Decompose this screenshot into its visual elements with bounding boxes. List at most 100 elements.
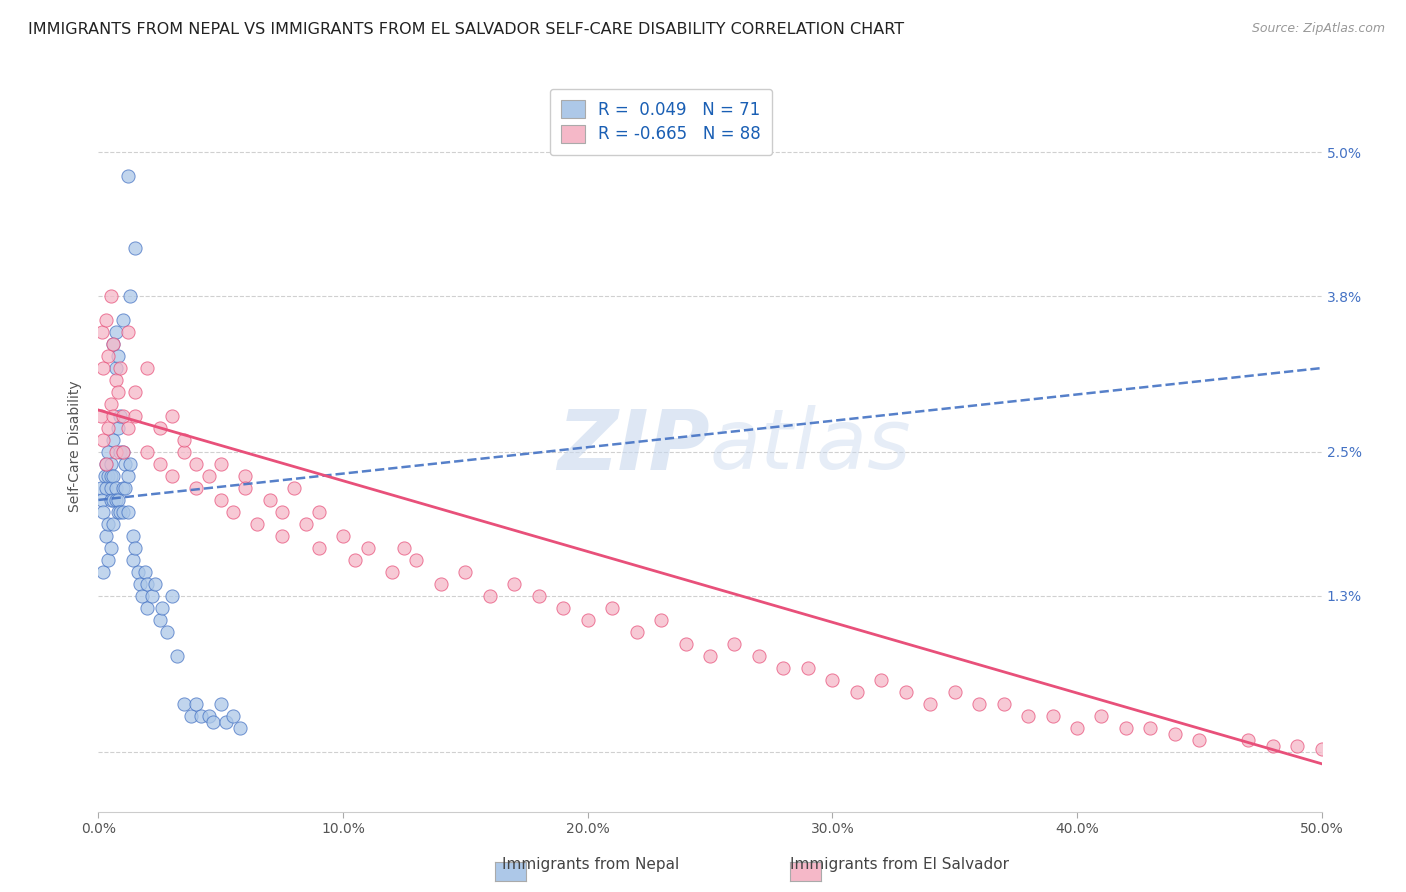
Point — [124, 409, 146, 423]
Point — [107, 349, 129, 363]
Point — [993, 697, 1015, 711]
Point — [111, 409, 134, 423]
Point — [117, 505, 139, 519]
Point — [110, 361, 132, 376]
Legend: R =  0.049   N = 71, R = -0.665   N = 88: R = 0.049 N = 71, R = -0.665 N = 88 — [550, 88, 772, 155]
Point — [156, 624, 179, 639]
Point — [136, 445, 159, 459]
Point — [110, 445, 132, 459]
Point — [527, 589, 550, 603]
Point — [97, 445, 120, 459]
Point — [1066, 721, 1088, 735]
Point — [503, 577, 526, 591]
Point — [233, 481, 256, 495]
Point — [173, 433, 195, 447]
Point — [91, 361, 114, 376]
Point — [117, 469, 139, 483]
Point — [1310, 742, 1333, 756]
Text: Immigrants from Nepal: Immigrants from Nepal — [502, 857, 679, 872]
Point — [124, 541, 146, 555]
Point — [107, 505, 129, 519]
Point — [136, 577, 159, 591]
Point — [308, 541, 330, 555]
Point — [94, 457, 117, 471]
Point — [870, 673, 893, 687]
Point — [136, 361, 159, 376]
Point — [283, 481, 305, 495]
Point — [150, 600, 173, 615]
Point — [626, 624, 648, 639]
Point — [381, 565, 404, 579]
Point — [107, 385, 129, 400]
Point — [894, 685, 917, 699]
Point — [91, 492, 114, 507]
Point — [120, 457, 142, 471]
Point — [104, 373, 127, 387]
Point — [209, 457, 232, 471]
Point — [1017, 708, 1039, 723]
Point — [149, 457, 172, 471]
Point — [1286, 739, 1309, 753]
Point — [91, 433, 114, 447]
Point — [101, 516, 124, 531]
Point — [101, 469, 124, 483]
Point — [332, 529, 354, 543]
Point — [675, 637, 697, 651]
Point — [229, 721, 252, 735]
Point — [117, 169, 139, 184]
Point — [699, 648, 721, 663]
Point — [100, 469, 122, 483]
Point — [344, 553, 367, 567]
Text: IMMIGRANTS FROM NEPAL VS IMMIGRANTS FROM EL SALVADOR SELF-CARE DISABILITY CORREL: IMMIGRANTS FROM NEPAL VS IMMIGRANTS FROM… — [28, 22, 904, 37]
Point — [110, 409, 132, 423]
Point — [821, 673, 844, 687]
Point — [166, 648, 188, 663]
Point — [270, 505, 294, 519]
Point — [136, 600, 159, 615]
Point — [214, 714, 236, 729]
Text: ZIP: ZIP — [557, 406, 710, 486]
Point — [90, 481, 112, 495]
Point — [797, 661, 820, 675]
Point — [94, 529, 117, 543]
Point — [173, 697, 195, 711]
Point — [143, 577, 166, 591]
Point — [90, 409, 112, 423]
Point — [197, 469, 219, 483]
Point — [100, 397, 122, 411]
Point — [1090, 708, 1112, 723]
Point — [97, 553, 120, 567]
Point — [120, 289, 142, 303]
Point — [101, 409, 124, 423]
Point — [356, 541, 378, 555]
Point — [100, 541, 122, 555]
Point — [553, 600, 575, 615]
Point — [129, 577, 152, 591]
Point — [114, 457, 136, 471]
Point — [131, 589, 153, 603]
Point — [104, 481, 127, 495]
Point — [100, 481, 122, 495]
Point — [111, 505, 134, 519]
Point — [186, 481, 208, 495]
Point — [943, 685, 966, 699]
Point — [308, 505, 330, 519]
Point — [101, 337, 124, 351]
Point — [772, 661, 794, 675]
Point — [93, 469, 115, 483]
Point — [173, 445, 195, 459]
Point — [114, 481, 136, 495]
Point — [392, 541, 416, 555]
Point — [94, 457, 117, 471]
Point — [149, 613, 172, 627]
Point — [94, 481, 117, 495]
Point — [100, 457, 122, 471]
Point — [1164, 727, 1187, 741]
Point — [91, 565, 114, 579]
Point — [160, 589, 183, 603]
Point — [134, 565, 156, 579]
Point — [202, 714, 225, 729]
Point — [141, 589, 163, 603]
Point — [600, 600, 623, 615]
Point — [197, 708, 219, 723]
